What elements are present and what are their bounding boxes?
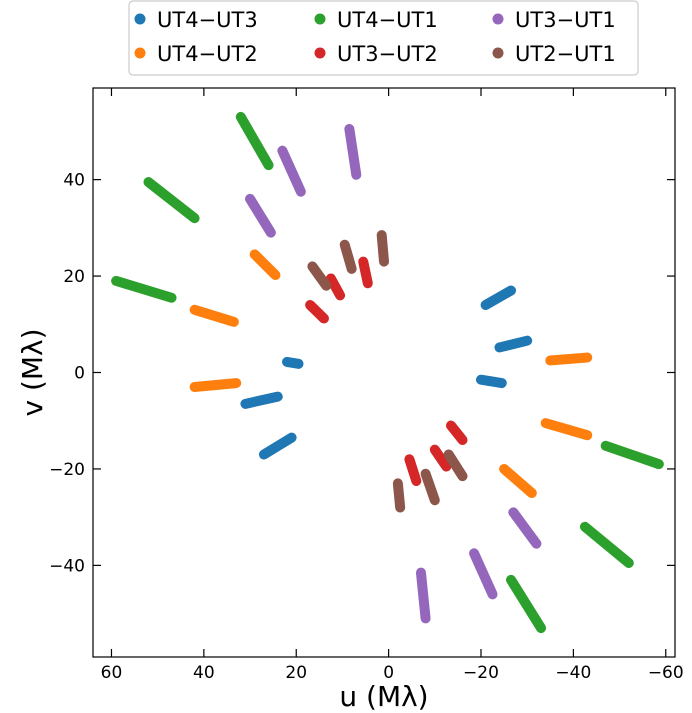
track-5-6 bbox=[508, 507, 542, 549]
legend: UT4−UT3 UT4−UT2 UT4−UT1 UT3−UT2 UT3−UT1 UT2−U… bbox=[128, 0, 639, 76]
track-2-2 bbox=[189, 304, 239, 327]
track-6-1 bbox=[307, 261, 332, 291]
track-2-3 bbox=[189, 378, 242, 392]
track-3-1 bbox=[235, 111, 274, 171]
track-5-4 bbox=[415, 567, 431, 624]
x-tick-label: 0 bbox=[383, 663, 394, 683]
legend-marker-4 bbox=[314, 47, 326, 59]
legend-marker-3 bbox=[314, 13, 326, 25]
x-tick-label: 60 bbox=[101, 663, 123, 683]
y-axis-label: v (Mλ) bbox=[16, 328, 49, 416]
axis-ticks: 60 40 20 0 −20 −40 −60 −40 −20 0 20 40 bbox=[49, 88, 684, 683]
track-2-1 bbox=[249, 249, 281, 281]
legend-label-4: UT3−UT2 bbox=[337, 42, 438, 66]
track-6-3 bbox=[376, 230, 389, 267]
x-axis-label: u (Mλ) bbox=[339, 680, 428, 713]
track-2-5 bbox=[540, 418, 593, 441]
legend-label-1: UT4−UT3 bbox=[157, 8, 258, 32]
track-5-2 bbox=[245, 193, 276, 238]
y-tick-label: −40 bbox=[49, 556, 85, 576]
y-tick-label: −20 bbox=[49, 460, 85, 480]
legend-marker-1 bbox=[134, 13, 146, 25]
track-2-4 bbox=[499, 463, 537, 499]
track-2-6 bbox=[545, 352, 593, 366]
track-5-1 bbox=[277, 145, 306, 197]
track-6-6 bbox=[443, 449, 468, 482]
legend-marker-5 bbox=[492, 13, 504, 25]
data-marks bbox=[111, 111, 664, 634]
y-tick-label: 40 bbox=[63, 171, 85, 191]
legend-marker-2 bbox=[134, 47, 146, 59]
track-3-2 bbox=[143, 177, 200, 224]
legend-box bbox=[128, 0, 639, 76]
legend-label-5: UT3−UT1 bbox=[515, 8, 616, 32]
track-1-1 bbox=[282, 356, 304, 369]
track-4-4 bbox=[404, 454, 422, 486]
track-4-3 bbox=[358, 256, 373, 289]
track-1-4 bbox=[476, 374, 507, 389]
track-5-5 bbox=[469, 548, 498, 600]
legend-label-2: UT4−UT2 bbox=[157, 42, 258, 66]
track-4-1 bbox=[325, 273, 346, 301]
track-6-4 bbox=[392, 478, 406, 513]
x-tick-label: −20 bbox=[463, 663, 499, 683]
track-3-4 bbox=[506, 574, 547, 634]
y-tick-label: 20 bbox=[63, 267, 85, 287]
track-1-3 bbox=[258, 432, 297, 460]
plot-frame bbox=[92, 87, 676, 658]
x-tick-label: 40 bbox=[193, 663, 215, 683]
track-1-5 bbox=[480, 285, 517, 310]
track-6-5 bbox=[420, 468, 440, 506]
track-5-3 bbox=[344, 123, 362, 180]
track-3-5 bbox=[579, 521, 634, 568]
track-4-6 bbox=[445, 420, 468, 446]
track-3-6 bbox=[600, 440, 664, 470]
x-tick-label: −60 bbox=[648, 663, 684, 683]
legend-label-6: UT2−UT1 bbox=[515, 42, 616, 66]
track-1-6 bbox=[494, 335, 533, 353]
x-tick-label: 20 bbox=[285, 663, 307, 683]
track-3-3 bbox=[111, 275, 177, 303]
track-1-2 bbox=[240, 391, 283, 409]
legend-label-3: UT4−UT1 bbox=[337, 8, 438, 32]
legend-marker-6 bbox=[492, 47, 504, 59]
track-6-2 bbox=[339, 239, 357, 274]
track-4-2 bbox=[305, 299, 329, 324]
y-tick-label: 0 bbox=[74, 364, 85, 384]
track-4-5 bbox=[429, 444, 452, 472]
x-tick-label: −40 bbox=[555, 663, 591, 683]
